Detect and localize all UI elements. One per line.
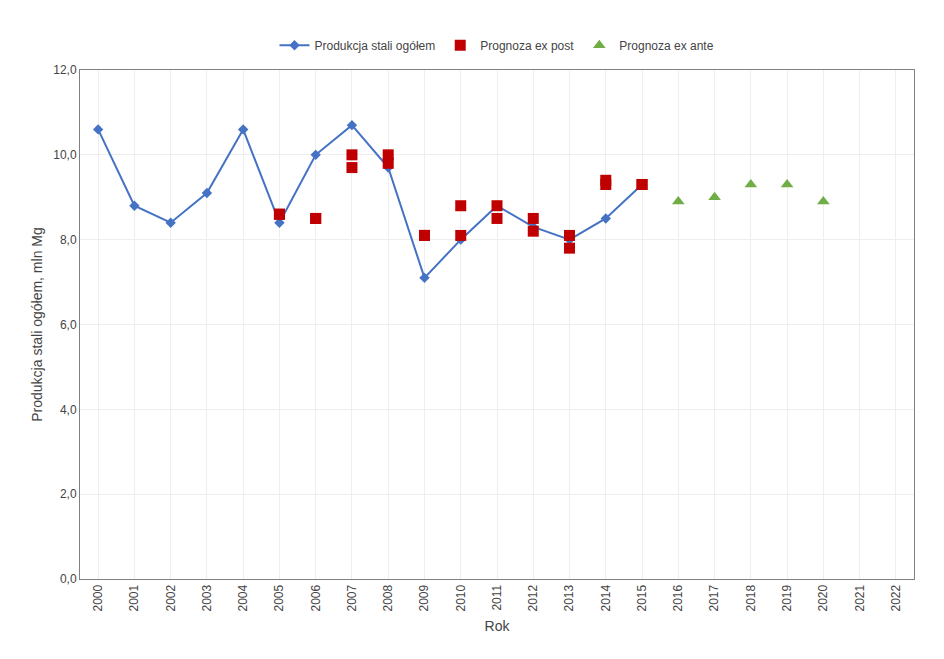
svg-text:2003: 2003: [200, 584, 214, 611]
svg-text:Prognoza ex ante: Prognoza ex ante: [619, 39, 713, 53]
svg-text:Rok: Rok: [485, 618, 511, 634]
svg-text:2011: 2011: [490, 584, 504, 610]
svg-text:6,0: 6,0: [60, 318, 77, 332]
svg-text:2,0: 2,0: [60, 487, 77, 501]
svg-text:2021: 2021: [853, 584, 867, 611]
svg-text:Prognoza ex post: Prognoza ex post: [480, 39, 574, 53]
svg-text:2017: 2017: [707, 584, 721, 611]
svg-text:10,0: 10,0: [53, 148, 77, 162]
svg-text:2016: 2016: [671, 584, 685, 611]
svg-text:2006: 2006: [309, 584, 323, 611]
svg-text:2009: 2009: [417, 584, 431, 611]
svg-text:2008: 2008: [381, 584, 395, 611]
svg-text:4,0: 4,0: [60, 403, 77, 417]
svg-text:2012: 2012: [526, 584, 540, 611]
svg-text:2005: 2005: [272, 584, 286, 611]
svg-text:2002: 2002: [164, 584, 178, 611]
svg-text:Produkcja stali ogółem, mln Mg: Produkcja stali ogółem, mln Mg: [29, 227, 45, 422]
svg-text:2022: 2022: [889, 584, 903, 611]
svg-text:2004: 2004: [236, 584, 250, 611]
svg-text:2019: 2019: [780, 584, 794, 611]
svg-text:Produkcja stali ogółem: Produkcja stali ogółem: [315, 39, 436, 53]
svg-text:2013: 2013: [562, 584, 576, 611]
svg-text:2007: 2007: [345, 584, 359, 611]
svg-text:2020: 2020: [816, 584, 830, 611]
svg-text:8,0: 8,0: [60, 233, 77, 247]
svg-text:2001: 2001: [127, 584, 141, 611]
svg-text:2014: 2014: [599, 584, 613, 611]
svg-text:12,0: 12,0: [53, 63, 77, 77]
svg-text:0,0: 0,0: [60, 572, 77, 586]
svg-text:2018: 2018: [744, 584, 758, 611]
svg-text:2015: 2015: [635, 584, 649, 611]
svg-text:2010: 2010: [454, 584, 468, 611]
svg-text:2000: 2000: [91, 584, 105, 611]
